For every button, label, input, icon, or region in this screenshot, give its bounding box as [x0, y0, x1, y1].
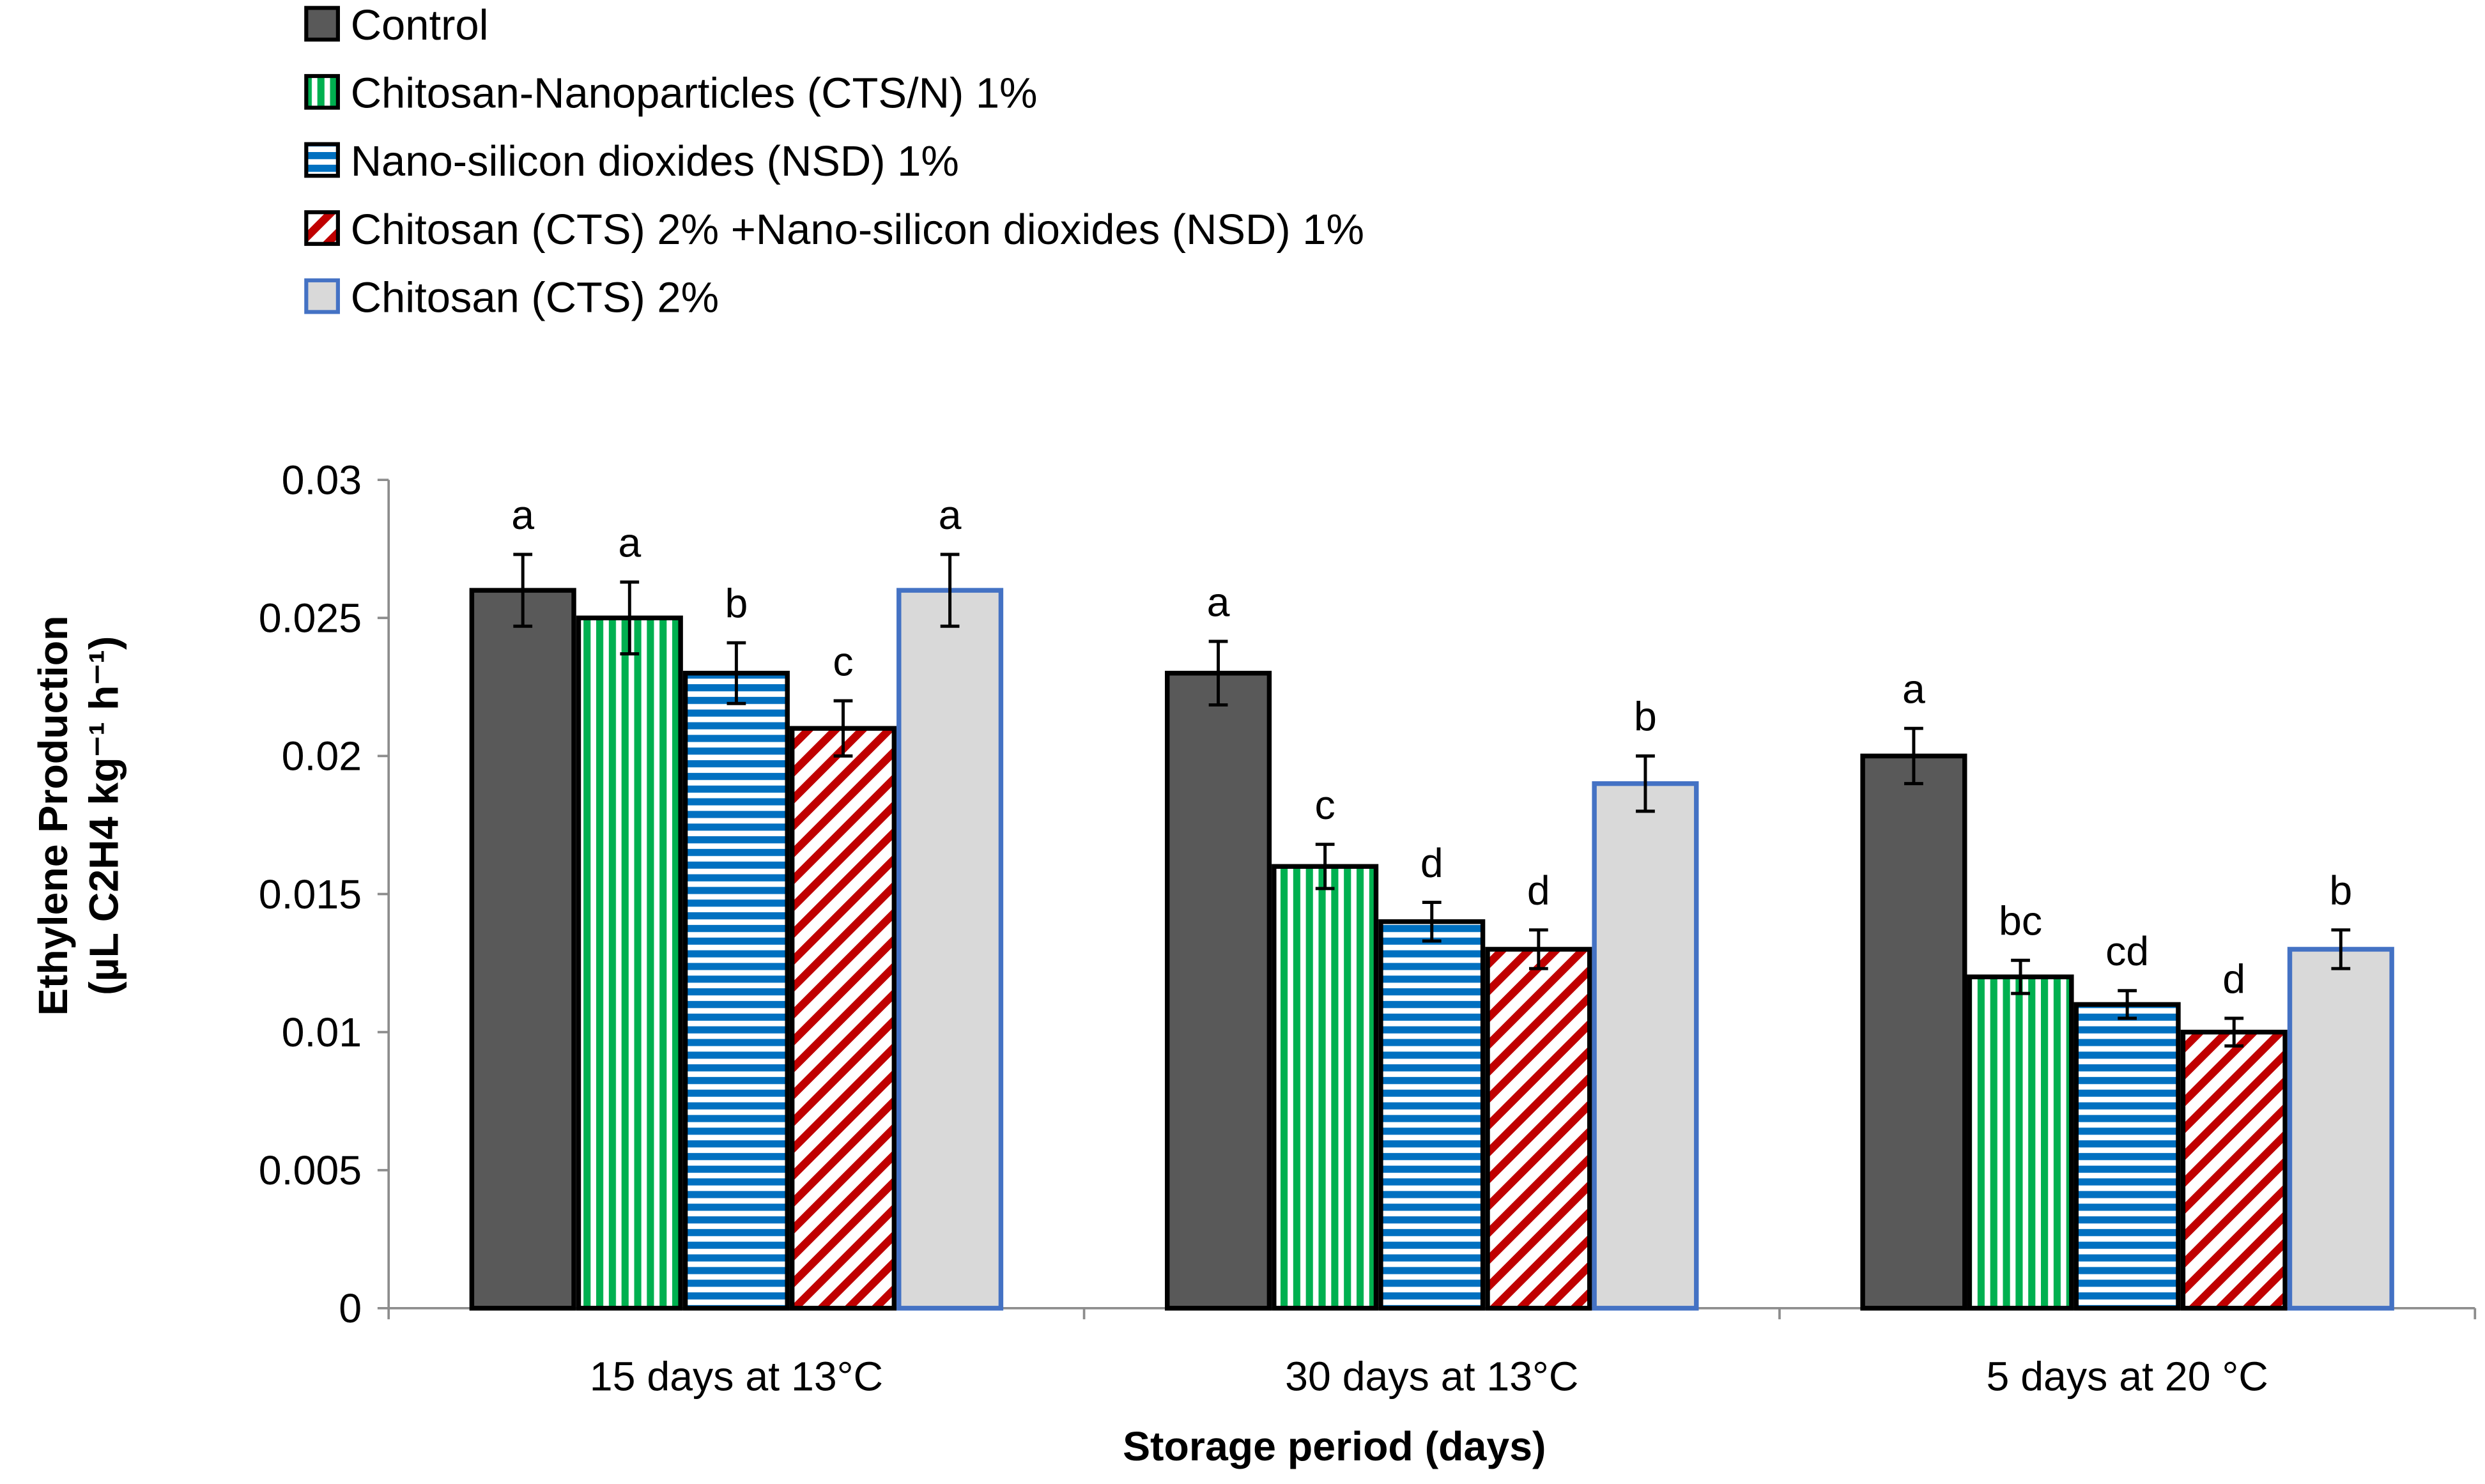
legend-label: Control	[351, 1, 489, 49]
bar	[1860, 753, 1967, 1311]
x-tick-label: 15 days at 13°C	[590, 1354, 883, 1400]
significance-letter: d	[2222, 956, 2245, 1002]
legend-swatch	[304, 278, 340, 314]
x-tick-label: 30 days at 13°C	[1285, 1354, 1578, 1400]
bar	[576, 615, 683, 1311]
significance-letter: d	[1527, 868, 1550, 914]
y-tick-label: 0.025	[259, 595, 362, 641]
significance-letter: a	[618, 519, 641, 565]
y-axis-title-units: (µL C2H4 kg⁻¹ h⁻¹)	[81, 636, 127, 995]
bar	[469, 588, 576, 1311]
significance-letter: a	[1902, 666, 1925, 712]
legend-swatch	[304, 6, 340, 42]
significance-letter: c	[1315, 782, 1335, 828]
bar	[1967, 974, 2074, 1311]
x-axis-title: Storage period (days)	[1123, 1423, 1546, 1469]
legend-swatch	[304, 73, 340, 110]
significance-letter: c	[833, 638, 853, 684]
significance-letter: b	[2329, 868, 2352, 914]
significance-letter: cd	[2105, 928, 2149, 974]
legend-label: Chitosan (CTS) 2%	[351, 273, 719, 321]
legend-swatch	[304, 142, 340, 178]
bar	[1485, 947, 1592, 1311]
significance-letter: bc	[1999, 898, 2042, 944]
y-tick-label: 0.015	[259, 871, 362, 917]
x-tick-label: 5 days at 20 °C	[1986, 1354, 2268, 1400]
y-tick-label: 0.005	[259, 1147, 362, 1193]
significance-letter: d	[1420, 840, 1443, 886]
y-axis-title: Ethylene Production	[30, 616, 76, 1016]
bar	[1272, 864, 1379, 1311]
significance-letter: b	[1634, 694, 1657, 740]
legend: Control Chitosan-Nanoparticles (CTS/N) 1%…	[304, 1, 1364, 321]
legend-label: Nano-silicon dioxides (NSD) 1%	[351, 137, 959, 185]
bar	[1592, 781, 1699, 1311]
axes: 0 0.005 0.01 0.015 0.02 0.025 0.03 15 days at 1…	[259, 457, 2477, 1400]
legend-swatch	[304, 210, 340, 246]
bar	[2180, 1029, 2288, 1311]
bar	[682, 671, 790, 1311]
bar	[1378, 919, 1486, 1311]
significance-letter: b	[725, 581, 748, 627]
significance-letter: a	[511, 492, 534, 538]
bar	[789, 726, 897, 1311]
bar	[1165, 671, 1272, 1311]
y-tick-label: 0	[339, 1285, 362, 1331]
bar	[2287, 947, 2394, 1311]
bar	[896, 588, 1004, 1311]
y-tick-label: 0.03	[282, 457, 362, 503]
significance-letter: a	[1207, 579, 1230, 625]
legend-label: Chitosan (CTS) 2% +Nano-silicon dioxides…	[351, 206, 1364, 254]
bar	[2073, 1002, 2181, 1311]
y-tick-label: 0.01	[282, 1009, 362, 1055]
significance-letter: a	[939, 492, 962, 538]
y-tick-label: 0.02	[282, 733, 362, 779]
legend-label: Chitosan-Nanoparticles (CTS/N) 1%	[351, 70, 1038, 118]
